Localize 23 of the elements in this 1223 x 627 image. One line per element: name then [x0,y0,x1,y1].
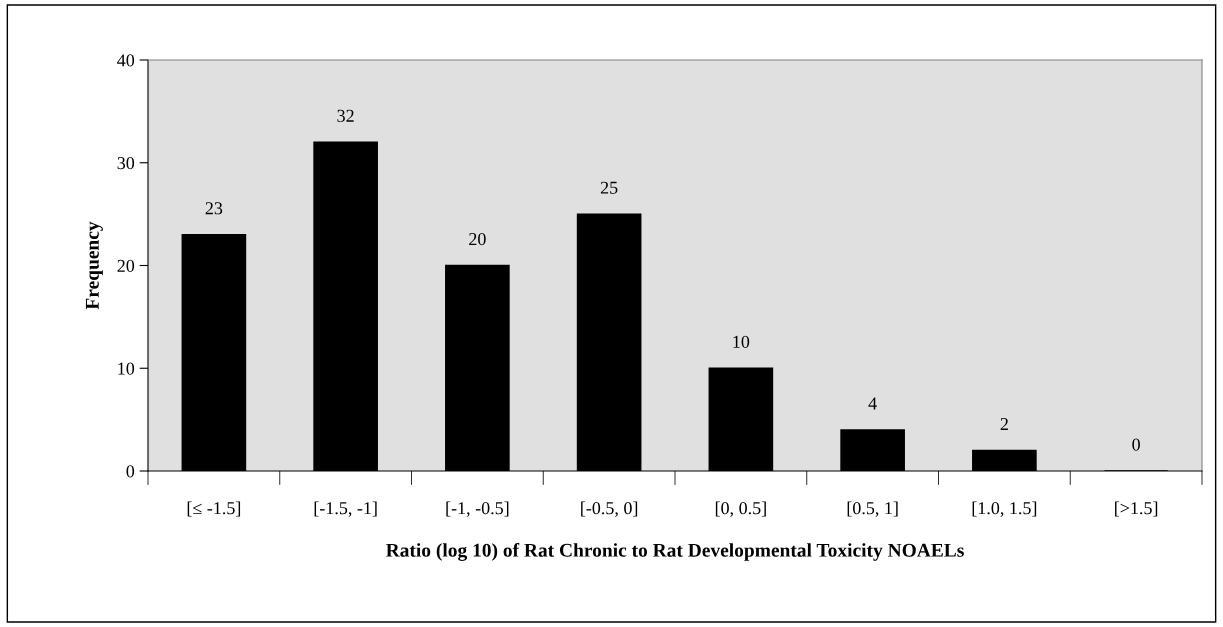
data-label: 0 [1132,438,1140,451]
x-tick-label: [0.5, 1] [847,501,898,517]
x-axis-title: Ratio (log 10) of Rat Chronic to Rat Developmental Toxicity NOAELs [386,542,964,561]
y-tick-label: 20 [117,259,135,272]
x-tick-label: [-0.5, 0] [581,501,638,517]
y-axis-title: Frequency [85,221,103,310]
x-tick-label: [>1.5] [1115,501,1158,517]
y-tick-label: 0 [126,465,135,478]
x-tick-label: [-1, -0.5] [446,501,509,517]
data-label: 32 [337,109,354,122]
x-tick-label: [1.0, 1.5] [972,501,1037,517]
y-tick-label: 30 [117,157,135,170]
data-label: 20 [469,232,486,246]
x-tick-label: [0, 0.5] [715,501,766,517]
x-tick-label: [≤ -1.5] [187,501,241,517]
data-label: 10 [733,335,750,348]
y-tick-label: 40 [117,54,135,67]
data-label: 25 [600,181,618,194]
data-label: 23 [205,202,223,215]
data-label: 2 [1000,417,1008,430]
x-tick-label: [-1.5, -1] [314,501,377,517]
y-tick-label: 10 [118,362,135,375]
data-label: 4 [868,397,877,410]
